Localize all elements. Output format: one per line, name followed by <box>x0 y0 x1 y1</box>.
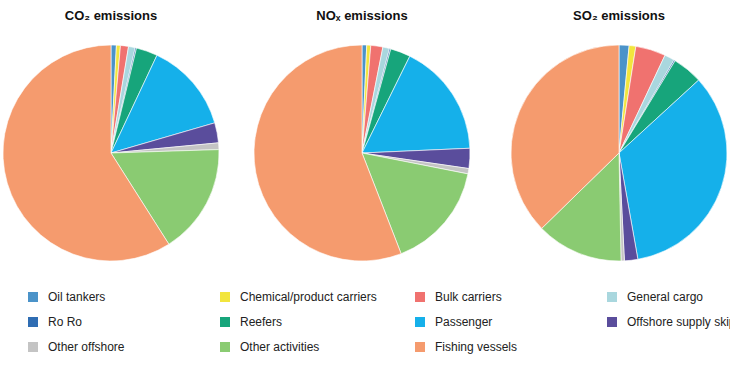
legend-swatch <box>220 292 230 302</box>
legend-label: Offshore supply skip <box>627 315 730 329</box>
pie-slice <box>362 56 470 153</box>
pie-slice <box>619 153 638 261</box>
legend-label: Other offshore <box>48 340 125 354</box>
pie-slice <box>254 45 401 261</box>
pie <box>3 45 219 261</box>
legend-swatch <box>607 317 617 327</box>
pie-slice <box>111 123 219 153</box>
legend-label: Bulk carriers <box>435 290 502 304</box>
legend-swatch <box>415 342 425 352</box>
legend-label: Oil tankers <box>48 290 105 304</box>
pie <box>254 45 470 261</box>
legend-label: Passenger <box>435 315 492 329</box>
pie-title: CO₂ emissions <box>65 8 157 23</box>
legend-swatch <box>28 317 38 327</box>
pie-title: SO₂ emissions <box>573 8 665 23</box>
legend-swatch <box>415 292 425 302</box>
legend-label: Reefers <box>240 315 282 329</box>
pie-slice <box>619 80 727 259</box>
legend-label: Other activities <box>240 340 319 354</box>
legend-label: Chemical/product carriers <box>240 290 377 304</box>
legend-swatch <box>28 342 38 352</box>
chart: CO₂ emissions NOₓ emissions SO₂ emissions O… <box>0 0 730 370</box>
legend-label: Ro Ro <box>48 315 82 329</box>
legend-label: General cargo <box>627 290 703 304</box>
legend-swatch <box>220 342 230 352</box>
legend-swatch <box>607 292 617 302</box>
pie-title: NOₓ emissions <box>316 8 407 23</box>
legend-label: Fishing vessels <box>435 340 517 354</box>
pie <box>511 45 727 261</box>
pie-slice <box>3 45 169 261</box>
legend-swatch <box>28 292 38 302</box>
legend-swatch <box>220 317 230 327</box>
legend: Oil tankers Chemical/product carriers Bulk… <box>28 290 730 354</box>
pie-slice <box>511 45 619 228</box>
legend-swatch <box>415 317 425 327</box>
